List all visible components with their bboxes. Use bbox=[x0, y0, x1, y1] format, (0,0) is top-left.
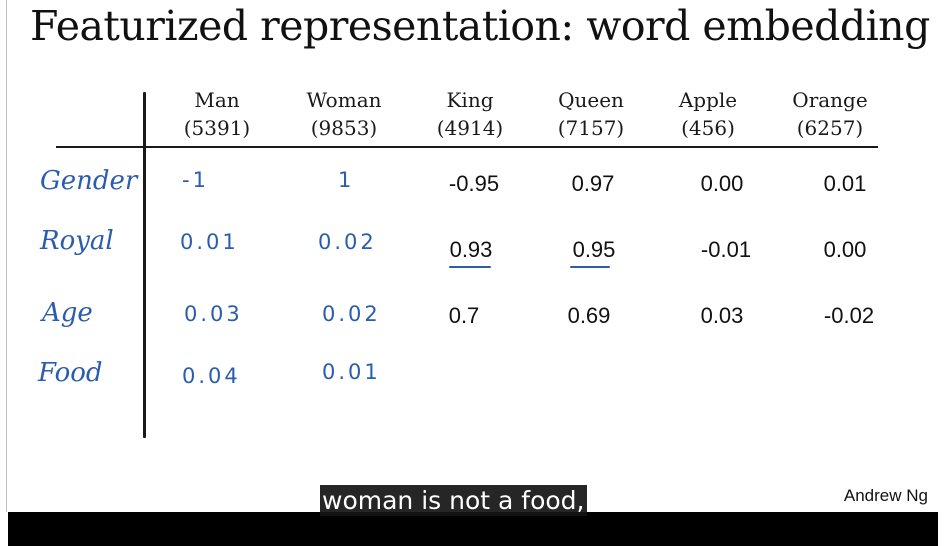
cell-royal-man: 0.01 bbox=[180, 230, 239, 254]
cell-age-king: 0.7 bbox=[448, 303, 480, 328]
column-header-king: King (4914) bbox=[410, 86, 530, 142]
column-word: Apple bbox=[678, 88, 738, 112]
cell-gender-orange: 0.01 bbox=[823, 171, 867, 196]
royal-queen-underline bbox=[570, 266, 610, 268]
cell-royal-king: 0.93 bbox=[449, 237, 493, 262]
cell-gender-apple: 0.00 bbox=[700, 171, 744, 196]
table-vertical-rule bbox=[143, 92, 146, 438]
cell-age-apple: 0.03 bbox=[700, 303, 744, 328]
cell-royal-apple: -0.01 bbox=[700, 237, 752, 262]
row-label-gender: Gender bbox=[40, 166, 138, 196]
cell-royal-orange: 0.00 bbox=[823, 237, 867, 262]
column-header-man: Man (5391) bbox=[157, 86, 277, 142]
row-label-age: Age bbox=[42, 298, 93, 328]
cell-food-man: 0.04 bbox=[182, 364, 241, 388]
subtitle-caption: woman is not a food, bbox=[320, 485, 587, 516]
row-label-royal: Royal bbox=[40, 226, 114, 256]
column-word: King bbox=[446, 88, 494, 112]
cell-food-woman: 0.01 bbox=[322, 360, 381, 384]
column-index: (4914) bbox=[436, 116, 504, 140]
slide-title: Featurized representation: word embeddin… bbox=[30, 2, 930, 50]
cell-age-queen: 0.69 bbox=[567, 303, 611, 328]
column-header-orange: Orange (6257) bbox=[770, 86, 890, 142]
column-index: (7157) bbox=[557, 116, 625, 140]
cell-gender-king: -0.95 bbox=[448, 171, 500, 196]
slide-left-border bbox=[6, 0, 7, 512]
column-word: Queen bbox=[558, 88, 624, 112]
cell-age-orange: -0.02 bbox=[823, 303, 875, 328]
cell-gender-man: -1 bbox=[182, 168, 209, 192]
table-horizontal-rule bbox=[56, 146, 878, 148]
cell-gender-woman: 1 bbox=[338, 168, 355, 192]
column-index: (6257) bbox=[796, 116, 864, 140]
cell-royal-queen: 0.95 bbox=[572, 237, 616, 262]
column-index: (9853) bbox=[310, 116, 378, 140]
row-label-food: Food bbox=[38, 358, 103, 388]
cell-royal-woman: 0.02 bbox=[318, 230, 377, 254]
column-header-queen: Queen (7157) bbox=[531, 86, 651, 142]
royal-king-underline bbox=[449, 266, 491, 268]
column-word: Orange bbox=[792, 88, 868, 112]
column-header-woman: Woman (9853) bbox=[284, 86, 404, 142]
column-word: Man bbox=[194, 88, 240, 112]
column-header-apple: Apple (456) bbox=[648, 86, 768, 142]
cell-gender-queen: 0.97 bbox=[571, 171, 615, 196]
bottom-letterbox-bar bbox=[8, 512, 938, 546]
author-credit: Andrew Ng bbox=[843, 486, 928, 505]
column-index: (5391) bbox=[183, 116, 251, 140]
cell-age-woman: 0.02 bbox=[322, 302, 381, 326]
column-word: Woman bbox=[306, 88, 382, 112]
column-index: (456) bbox=[681, 116, 735, 140]
cell-age-man: 0.03 bbox=[184, 302, 243, 326]
